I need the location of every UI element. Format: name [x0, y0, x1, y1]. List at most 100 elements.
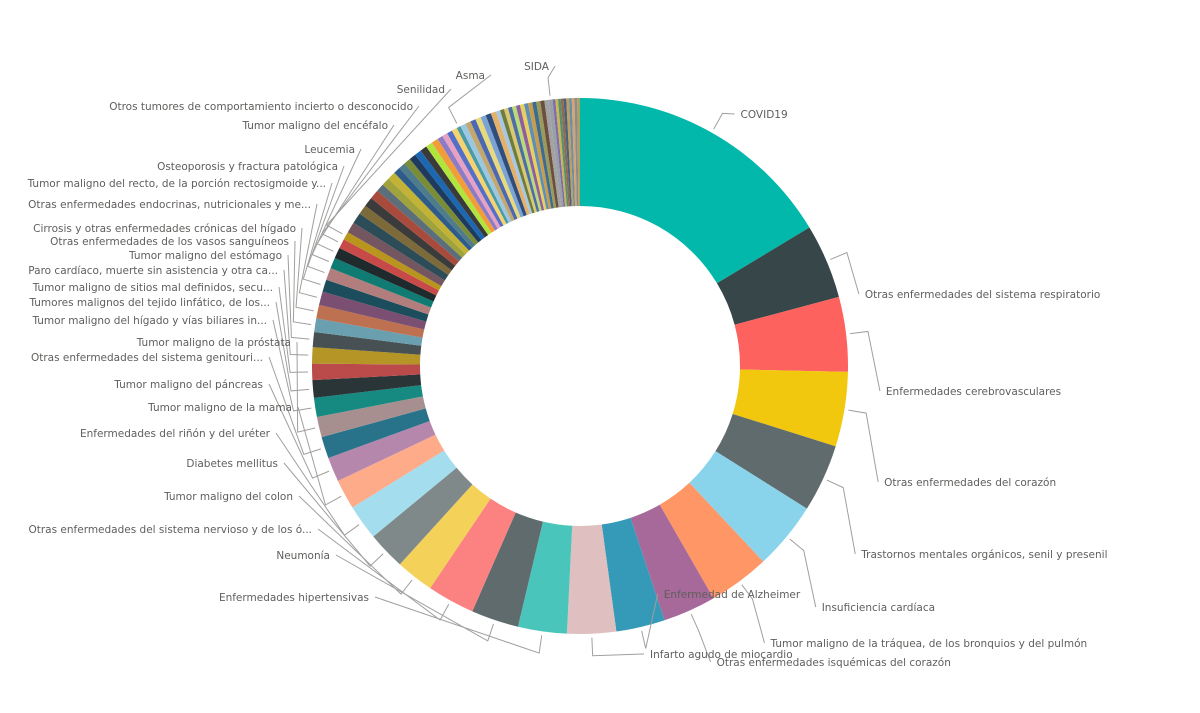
slice-tumor-maligno-del-estomago[interactable]: [312, 332, 422, 355]
slice-tumor-maligno-del-pancreas[interactable]: [328, 420, 436, 481]
slice-unlabeled-45[interactable]: [409, 154, 482, 243]
slice-unlabeled-38[interactable]: [371, 190, 459, 266]
slice-label-otras-enfermedades-del-sistema-respiratorio: Otras enfermedades del sistema respirato…: [865, 289, 1100, 301]
slice-unlabeled-65[interactable]: [507, 106, 540, 212]
slice-unlabeled-62[interactable]: [496, 110, 533, 215]
slice-enfermedad-de-alzheimer[interactable]: [601, 517, 665, 632]
slice-otras-enfermedades-de-los-vasos-sanguineos[interactable]: [314, 318, 423, 346]
slice-unlabeled-68[interactable]: [519, 103, 547, 211]
slice-unlabeled-47[interactable]: [420, 146, 489, 238]
slice-tumor-maligno-de-sitios-mal-definidos-secu[interactable]: [312, 363, 421, 381]
slice-asma[interactable]: [456, 126, 509, 224]
slice-unlabeled-80[interactable]: [563, 98, 572, 207]
slice-enfermedades-del-rinon-y-del-ureter[interactable]: [352, 450, 457, 537]
slice-unlabeled-69[interactable]: [523, 103, 549, 210]
slice-insuficiencia-cardiaca[interactable]: [689, 451, 807, 562]
slice-tumor-maligno-de-la-mama[interactable]: [337, 434, 445, 508]
slice-trastornos-mentales-organicos-senil-y-presenil[interactable]: [715, 413, 836, 509]
slice-unlabeled-76[interactable]: [552, 99, 566, 207]
slice-diabetes-mellitus[interactable]: [373, 467, 473, 565]
slice-unlabeled-84[interactable]: [574, 98, 579, 207]
slice-unlabeled-74[interactable]: [544, 99, 562, 208]
slice-unlabeled-77[interactable]: [555, 98, 567, 207]
slice-leucemia[interactable]: [330, 257, 434, 308]
slice-label-diabetes-mellitus: Diabetes mellitus: [186, 458, 278, 470]
slice-label-tumor-maligno-de-sitios-mal-definidos-secu: Tumor maligno de sitios mal definidos, s…: [32, 282, 273, 294]
slice-unlabeled-73[interactable]: [540, 100, 559, 208]
leader-line-enfermedades-del-rinon-y-del-ureter: [275, 432, 360, 536]
slice-label-neumonia: Neumonía: [276, 550, 330, 562]
slice-unlabeled-70[interactable]: [528, 102, 552, 210]
slice-unlabeled-56[interactable]: [465, 121, 515, 222]
slice-unlabeled-55[interactable]: [460, 123, 512, 223]
slice-unlabeled-34[interactable]: [347, 222, 445, 287]
slice-unlabeled-42[interactable]: [394, 168, 473, 251]
slice-otras-enfermedades-del-sistema-genitouri[interactable]: [321, 408, 430, 459]
slice-infarto-agudo-de-miocardio[interactable]: [566, 524, 617, 634]
leader-line-diabetes-mellitus: [283, 462, 384, 567]
slice-unlabeled-52[interactable]: [447, 130, 504, 228]
slice-otras-enfermedades-endocrinas-nutricionales-y-me[interactable]: [319, 291, 427, 330]
slice-otras-enfermedades-isquemicas-del-corazon[interactable]: [630, 504, 714, 621]
slice-unlabeled-40[interactable]: [382, 178, 466, 258]
leader-line-neumonia: [335, 554, 494, 642]
leader-lines-group: [268, 65, 881, 663]
slice-sida[interactable]: [548, 99, 564, 208]
slice-label-trastornos-mentales-organicos-senil-y-presenil: Trastornos mentales orgánicos, senil y p…: [860, 549, 1107, 561]
slice-unlabeled-53[interactable]: [451, 128, 507, 226]
leader-line-paro-cardiaco-muerte-sin-asistencia-y-otra-ca: [283, 269, 309, 356]
slice-label-otras-enfermedades-del-sistema-nervioso-y-de-los-o: Otras enfermedades del sistema nervioso …: [28, 524, 312, 536]
slice-paro-cardiaco-muerte-sin-asistencia-y-otra-ca[interactable]: [312, 347, 421, 365]
slice-unlabeled-71[interactable]: [532, 101, 554, 209]
slice-unlabeled-82[interactable]: [568, 98, 576, 207]
slice-unlabeled-48[interactable]: [426, 142, 492, 235]
slice-unlabeled-64[interactable]: [503, 107, 537, 213]
slice-otras-enfermedades-del-corazon[interactable]: [732, 369, 848, 447]
slice-tumor-maligno-de-la-prostata[interactable]: [316, 396, 426, 438]
slice-tumor-maligno-del-recto-de-la-porcion-rectosigmoide-y[interactable]: [322, 279, 429, 322]
slice-unlabeled-43[interactable]: [399, 163, 476, 248]
slice-covid19[interactable]: [580, 98, 810, 284]
slice-unlabeled-35[interactable]: [353, 213, 449, 281]
leader-line-otras-enfermedades-endocrinas-nutricionales-y-me: [298, 203, 318, 298]
slice-unlabeled-51[interactable]: [442, 133, 501, 229]
slice-tumores-malignos-del-tejido-linfatico-de-los[interactable]: [312, 374, 422, 398]
slice-unlabeled-39[interactable]: [377, 184, 463, 262]
slice-label-otras-enfermedades-endocrinas-nutricionales-y-me: Otras enfermedades endocrinas, nutricion…: [28, 199, 311, 211]
leader-line-otras-enfermedades-del-sistema-respiratorio: [830, 251, 860, 295]
slice-unlabeled-41[interactable]: [388, 172, 470, 255]
slice-unlabeled-81[interactable]: [566, 98, 574, 207]
slice-unlabeled-66[interactable]: [511, 105, 542, 212]
slice-unlabeled-49[interactable]: [431, 138, 496, 233]
slice-neumonia[interactable]: [472, 512, 543, 627]
slice-unlabeled-60[interactable]: [485, 113, 527, 217]
slice-cirrosis-y-otras-enfermedades-cronicas-del-higado[interactable]: [316, 304, 425, 338]
slice-unlabeled-37[interactable]: [365, 198, 456, 271]
slice-enfermedades-cerebrovasculares[interactable]: [734, 296, 848, 372]
slice-unlabeled-59[interactable]: [480, 115, 524, 218]
slice-tumor-maligno-del-encefalo[interactable]: [334, 247, 437, 302]
slice-unlabeled-83[interactable]: [571, 98, 577, 207]
slice-unlabeled-72[interactable]: [536, 100, 557, 209]
slice-unlabeled-46[interactable]: [415, 150, 485, 240]
slice-unlabeled-67[interactable]: [515, 104, 545, 211]
slice-unlabeled-58[interactable]: [475, 117, 521, 219]
slice-otras-enfermedades-del-sistema-respiratorio[interactable]: [716, 227, 839, 325]
slice-osteoporosis-y-fractura-patologica[interactable]: [326, 268, 432, 315]
slice-unlabeled-57[interactable]: [470, 119, 518, 220]
slice-unlabeled-36[interactable]: [359, 205, 452, 276]
slice-enfermedades-hipertensivas[interactable]: [517, 521, 573, 634]
slice-tumor-maligno-del-colon[interactable]: [399, 484, 491, 589]
slice-unlabeled-85[interactable]: [577, 98, 580, 207]
slice-unlabeled-61[interactable]: [490, 111, 530, 216]
slice-tumor-maligno-de-la-traquea-de-los-bronquios-y-del-pulmon[interactable]: [659, 482, 764, 599]
slice-senilidad[interactable]: [343, 232, 442, 291]
slice-unlabeled-79[interactable]: [560, 98, 571, 207]
slice-unlabeled-63[interactable]: [500, 109, 535, 214]
slice-unlabeled-50[interactable]: [437, 136, 498, 231]
slice-otras-enfermedades-del-sistema-nervioso-y-de-los-o[interactable]: [430, 498, 516, 612]
slice-unlabeled-44[interactable]: [404, 159, 479, 246]
slice-unlabeled-78[interactable]: [557, 98, 569, 207]
slice-otros-tumores-de-comportamiento-incierto-o-desconocido[interactable]: [339, 239, 439, 296]
slice-tumor-maligno-del-higado-y-vias-biliares-in[interactable]: [313, 385, 423, 417]
